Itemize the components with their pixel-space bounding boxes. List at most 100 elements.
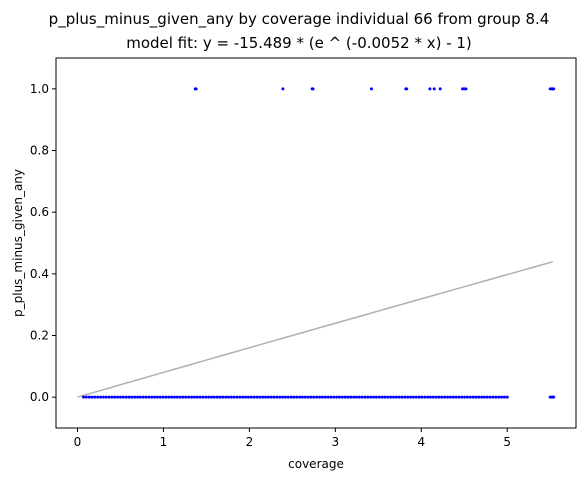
data-point xyxy=(283,395,287,399)
data-point xyxy=(352,395,356,399)
data-point xyxy=(411,395,415,399)
data-point xyxy=(448,395,452,399)
data-point xyxy=(363,395,367,399)
data-point xyxy=(150,395,154,399)
data-point xyxy=(306,395,310,399)
data-point xyxy=(465,395,469,399)
data-point xyxy=(397,395,401,399)
data-point xyxy=(84,395,88,399)
data-point xyxy=(360,395,364,399)
data-point xyxy=(437,395,441,399)
data-point xyxy=(241,395,245,399)
data-point xyxy=(431,395,435,399)
x-tick-label: 4 xyxy=(417,435,425,449)
data-point xyxy=(502,395,506,399)
data-point xyxy=(369,395,373,399)
data-point xyxy=(482,395,486,399)
data-point xyxy=(127,395,131,399)
data-point xyxy=(124,395,128,399)
data-point xyxy=(423,395,427,399)
data-point xyxy=(167,395,171,399)
data-point xyxy=(147,395,151,399)
y-tick-label: 0.2 xyxy=(30,329,49,343)
x-tick-label: 3 xyxy=(332,435,340,449)
y-tick-label: 0.6 xyxy=(30,205,49,219)
data-point xyxy=(386,395,390,399)
data-point xyxy=(552,395,556,399)
data-point xyxy=(212,395,216,399)
data-point xyxy=(201,395,205,399)
data-point xyxy=(329,395,333,399)
data-point xyxy=(426,395,430,399)
data-point xyxy=(190,395,194,399)
data-point xyxy=(505,395,509,399)
data-point xyxy=(258,395,262,399)
data-point xyxy=(394,395,398,399)
data-point xyxy=(432,87,436,91)
data-point xyxy=(335,395,339,399)
data-point xyxy=(278,395,282,399)
data-point xyxy=(438,87,442,91)
data-point xyxy=(187,395,191,399)
data-point xyxy=(300,395,304,399)
x-axis-label: coverage xyxy=(288,457,344,471)
data-point xyxy=(87,395,91,399)
points-layer xyxy=(82,87,556,399)
data-point xyxy=(440,395,444,399)
data-point xyxy=(494,395,498,399)
y-axis-ticks: 0.0 0.2 0.4 0.6 0.8 1.0 xyxy=(30,82,56,404)
data-point xyxy=(420,395,424,399)
data-point xyxy=(192,395,196,399)
data-point xyxy=(281,395,285,399)
data-point xyxy=(500,395,504,399)
data-point xyxy=(255,395,259,399)
data-point xyxy=(417,395,421,399)
data-point xyxy=(454,395,458,399)
data-point xyxy=(195,395,199,399)
data-point xyxy=(136,395,140,399)
data-point xyxy=(173,395,177,399)
data-point xyxy=(227,395,231,399)
data-point xyxy=(153,395,157,399)
data-point xyxy=(209,395,213,399)
data-point xyxy=(232,395,236,399)
fit-line-layer xyxy=(77,261,553,398)
data-point xyxy=(155,395,159,399)
data-point xyxy=(405,87,409,91)
data-point xyxy=(244,395,248,399)
data-point xyxy=(194,87,198,91)
data-point xyxy=(198,395,202,399)
data-point xyxy=(82,395,85,399)
data-point xyxy=(275,395,279,399)
data-point xyxy=(249,395,253,399)
data-point xyxy=(463,395,467,399)
data-point xyxy=(269,395,273,399)
data-point xyxy=(451,395,455,399)
data-point xyxy=(374,395,378,399)
data-point xyxy=(204,395,208,399)
data-point xyxy=(428,395,432,399)
data-point xyxy=(446,395,450,399)
data-point xyxy=(471,395,475,399)
x-axis-ticks: 0 1 2 3 4 5 xyxy=(74,428,511,449)
data-point xyxy=(116,395,120,399)
data-point xyxy=(207,395,211,399)
data-point xyxy=(113,395,117,399)
data-point xyxy=(261,395,265,399)
data-point xyxy=(309,395,313,399)
chart-title: p_plus_minus_given_any by coverage indiv… xyxy=(49,10,550,29)
data-point xyxy=(164,395,168,399)
data-point xyxy=(235,395,239,399)
data-point xyxy=(391,395,395,399)
data-point xyxy=(480,395,484,399)
data-point xyxy=(474,395,478,399)
data-point xyxy=(311,87,315,91)
data-point xyxy=(229,395,233,399)
data-point xyxy=(107,395,111,399)
data-point xyxy=(252,395,256,399)
data-point xyxy=(372,395,376,399)
data-point xyxy=(221,395,225,399)
data-point xyxy=(286,395,290,399)
data-point xyxy=(295,395,299,399)
